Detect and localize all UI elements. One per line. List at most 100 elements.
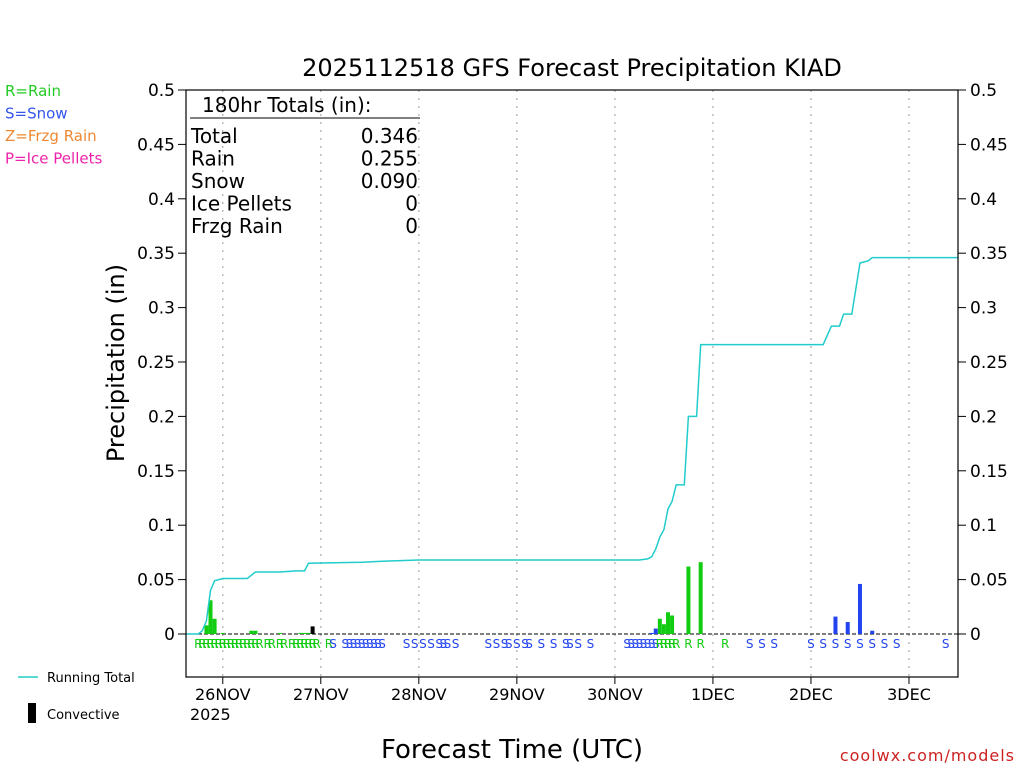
ptype-mark: S: [538, 637, 546, 651]
totals-row-value: 0.255: [361, 147, 418, 171]
y-tick-label-left: 0.15: [137, 462, 175, 482]
ptype-mark: S: [566, 637, 574, 651]
chart-title: 2025112518 GFS Forecast Precipitation KI…: [302, 54, 842, 82]
rain-bar: [249, 630, 254, 634]
y-tick-label-right: 0.3: [970, 299, 997, 319]
ptype-mark: S: [819, 637, 827, 651]
ptype-mark: R: [672, 637, 680, 651]
rain-bar: [204, 625, 209, 634]
totals-row-label: Ice Pellets: [191, 192, 292, 216]
ptype-mark: S: [587, 637, 595, 651]
rain-bar: [657, 618, 662, 634]
ptype-mark: S: [550, 637, 558, 651]
ptype-mark: S: [378, 637, 386, 651]
y-tick-label-left: 0.1: [148, 516, 175, 536]
grid-lines: [222, 90, 910, 677]
snow-bar: [845, 622, 850, 634]
snow-bar: [833, 616, 838, 634]
ptype-mark: S: [631, 637, 639, 651]
ptype-mark: R: [668, 637, 676, 651]
y-tick-label-right: 0.35: [970, 244, 1008, 264]
x-tick-label: 2DEC: [789, 685, 833, 704]
convective-legend-label: Convective: [47, 708, 120, 723]
snow-bar: [653, 628, 658, 634]
ptype-mark: S: [942, 637, 950, 651]
y-axis-right: 0 0.05 0.1 0.15 0.2 0.25 0.3 0.35 0.4 0.45 0.5: [958, 81, 1008, 645]
ptype-mark: R: [313, 637, 321, 651]
ptype-mark: S: [856, 637, 864, 651]
ptype-mark: R: [721, 637, 729, 651]
convective-legend: Convective: [28, 703, 120, 723]
ptype-mark: S: [893, 637, 901, 651]
ptype-mark: S: [427, 637, 435, 651]
convective-bar: [310, 626, 315, 634]
year-label: 2025: [190, 705, 231, 724]
y-tick-label-left: 0.3: [148, 299, 175, 319]
ptype-mark: S: [493, 637, 501, 651]
x-tick-label: 3DEC: [887, 685, 931, 704]
ptype-mark: R: [280, 637, 288, 651]
ptype-mark: R: [325, 637, 333, 651]
ptype-mark: S: [636, 637, 644, 651]
ptype-mark: S: [627, 637, 635, 651]
ptype-mark: S: [329, 637, 337, 651]
y-tick-label-left: 0.05: [137, 571, 175, 591]
y-tick-label-left: 0: [164, 625, 175, 645]
x-tick-label: 28NOV: [391, 685, 447, 704]
ptype-mark: S: [868, 637, 876, 651]
rain-bar: [661, 624, 666, 634]
snow-bar: [870, 630, 875, 634]
rain-bar: [220, 632, 225, 634]
y-tick-label-right: 0.4: [970, 190, 997, 210]
y-tick-label-right: 0.5: [970, 81, 997, 101]
y-tick-label-right: 0: [970, 625, 981, 645]
convective-legend-swatch: [28, 703, 36, 723]
totals-row-label: Snow: [191, 169, 245, 193]
rain-bar: [665, 612, 670, 634]
snow-bar: [649, 632, 654, 634]
ptype-mark: S: [623, 637, 631, 651]
totals-row-label: Frzg Rain: [191, 214, 283, 238]
totals-row-value: 0: [405, 192, 418, 216]
ptype-mark: R: [300, 637, 308, 651]
ptype-mark: S: [770, 637, 778, 651]
ptype-mark: S: [521, 637, 529, 651]
ptype-mark: S: [341, 637, 349, 651]
ptype-mark: R: [194, 637, 202, 651]
ptype-mark: S: [354, 637, 362, 651]
y-tick-label-left: 0.25: [137, 353, 175, 373]
totals-row-value: 0.346: [361, 124, 418, 148]
rain-bar: [698, 562, 703, 634]
ptype-mark: S: [881, 637, 889, 651]
ptype-mark: S: [832, 637, 840, 651]
ptype-mark: S: [362, 637, 370, 651]
y-tick-label-left: 0.2: [148, 407, 175, 427]
ptype-mark: S: [513, 637, 521, 651]
plot-frame: [185, 89, 959, 678]
rain-bar: [208, 600, 213, 634]
ptype-mark: S: [501, 637, 509, 651]
rain-bar: [277, 632, 282, 634]
ptype-mark: S: [758, 637, 766, 651]
x-tick-label: 1DEC: [691, 685, 735, 704]
ptype-mark: R: [264, 637, 272, 651]
y-tick-label-left: 0.45: [137, 135, 175, 155]
ptype-mark: R: [276, 637, 284, 651]
ptype-mark: S: [484, 637, 492, 651]
ptype-mark: R: [239, 637, 247, 651]
ptype-mark: S: [403, 637, 411, 651]
ptype-mark: R: [255, 637, 263, 651]
ptype-mark: R: [304, 637, 312, 651]
ptype-mark: R: [247, 637, 255, 651]
ptype-mark: R: [288, 637, 296, 651]
watermark: coolwx.com/models: [840, 746, 1015, 765]
ptype-mark: S: [505, 637, 513, 651]
y-tick-label-right: 0.15: [970, 462, 1008, 482]
ptype-mark: S: [435, 637, 443, 651]
y-tick-label-right: 0.05: [970, 571, 1008, 591]
totals-box: 180hr Totals (in): Total 0.346 Rain 0.255 Sn…: [190, 93, 420, 238]
y-tick-label-right: 0.1: [970, 516, 997, 536]
ptype-mark: S: [370, 637, 378, 651]
y-tick-label-right: 0.2: [970, 407, 997, 427]
